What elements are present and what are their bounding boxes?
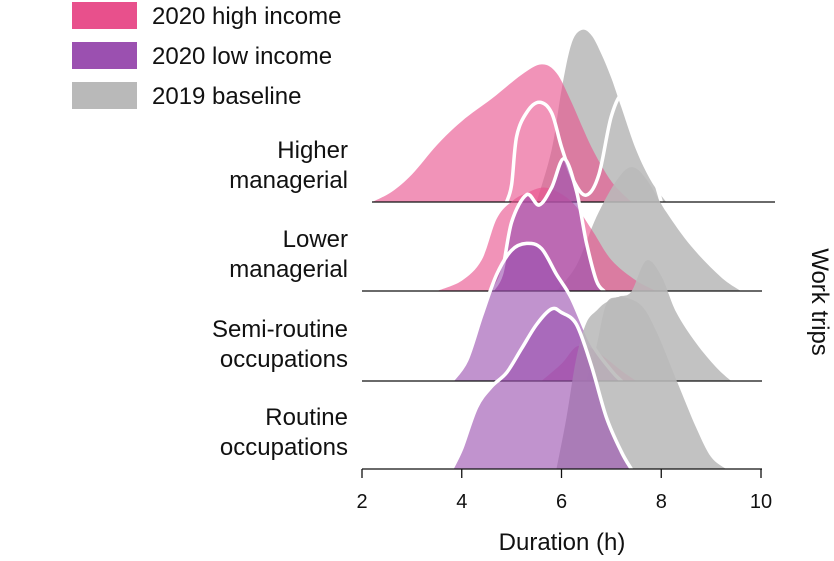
row-label-3-line-1: Semi-routine [212,316,348,343]
legend-label-high: 2020 high income [152,3,341,30]
ridges [362,29,775,471]
ridge-low-row-4 [451,308,632,469]
legend-swatch-high [72,2,137,29]
x-tick-label-8: 8 [656,491,667,513]
ridge-row-2 [362,156,762,293]
x-tick-label-4: 4 [456,491,467,513]
legend-label-low: 2020 low income [152,43,332,70]
x-tick-label-2: 2 [356,491,367,513]
legend-swatch-low [72,42,137,69]
legend-swatch-base [72,82,137,109]
row-label-3-line-2: occupations [220,346,348,373]
row-label-1-line-1: Higher [277,137,348,164]
row-label-2-line-2: managerial [229,256,348,283]
legend: 2020 high income 2020 low income 2019 base… [72,2,341,110]
row-labels: Higher managerial Lower managerial Semi-rout… [212,137,348,461]
row-label-4-line-2: occupations [220,434,348,461]
legend-label-base: 2019 baseline [152,83,301,110]
row-label-1-line-2: managerial [229,167,348,194]
x-tick-label-6: 6 [556,491,567,513]
ridge-outline-row-4 [450,306,634,471]
ridge-row-4 [362,296,762,471]
row-label-2-line-1: Lower [283,226,348,253]
x-axis-label: Duration (h) [499,529,626,556]
side-label: Work trips [806,248,833,356]
x-axis: 2 4 6 8 10 [356,469,772,513]
row-label-4-line-1: Routine [265,404,348,431]
x-tick-label-10: 10 [750,491,772,513]
ridge-outline-row-2 [489,156,606,293]
